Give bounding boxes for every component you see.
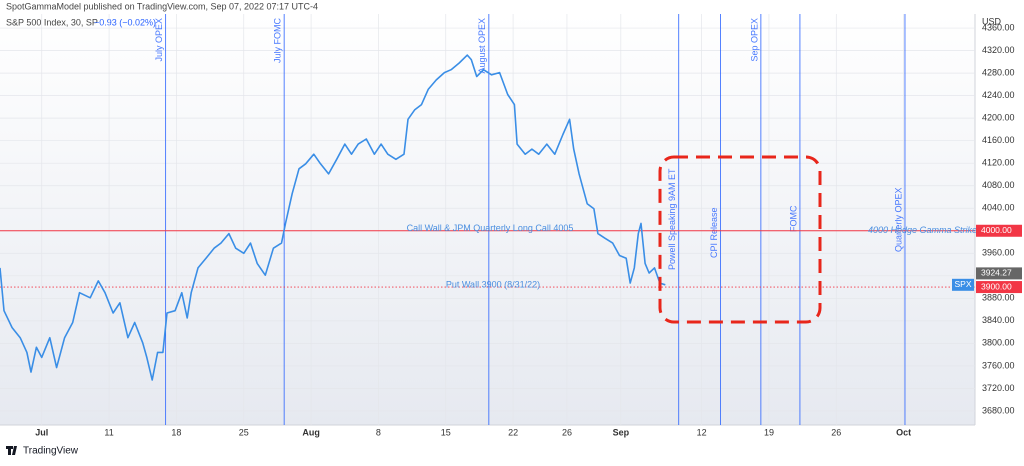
y-tick-label: 3880.00 bbox=[982, 293, 1015, 303]
y-tick-label: 4080.00 bbox=[982, 180, 1015, 190]
x-tick-label: 26 bbox=[831, 427, 841, 437]
footer: TradingView bbox=[6, 446, 79, 457]
y-tick-label: 4240.00 bbox=[982, 90, 1015, 100]
y-tick-label: 3760.00 bbox=[982, 360, 1015, 370]
y-tick-label: 3840.00 bbox=[982, 315, 1015, 325]
y-tick-label: 4360.00 bbox=[982, 22, 1015, 32]
y-tick-label: 4320.00 bbox=[982, 45, 1015, 55]
price-tag-label: 4000.00 bbox=[981, 225, 1012, 235]
price-tag-label: 3900.00 bbox=[981, 281, 1012, 291]
currency-label: USD bbox=[982, 16, 1002, 26]
plot-background bbox=[0, 14, 975, 425]
x-tick-label: Oct bbox=[896, 427, 911, 437]
x-tick-label: 12 bbox=[697, 427, 707, 437]
x-tick-label: 15 bbox=[441, 427, 451, 437]
y-tick-label: 4160.00 bbox=[982, 135, 1015, 145]
marker-tag-label: 3924.27 bbox=[981, 268, 1012, 278]
level-label: Call Wall & JPM Quarterly Long Call 4005 bbox=[407, 223, 574, 233]
event-label: July FOMC bbox=[273, 17, 283, 63]
y-tick-label: 4200.00 bbox=[982, 113, 1015, 123]
publisher-title: SpotGammaModel published on TradingView.… bbox=[6, 1, 318, 11]
tradingview-logo bbox=[6, 446, 17, 455]
y-tick-label: 3720.00 bbox=[982, 383, 1015, 393]
x-tick-label: Jul bbox=[35, 427, 48, 437]
x-tick-label: 25 bbox=[239, 427, 249, 437]
level-side-label: 4000 Hedge Gamma Strike bbox=[868, 225, 977, 235]
x-tick-label: 18 bbox=[171, 427, 181, 437]
symbol-tag-label: SPX bbox=[954, 279, 971, 289]
event-label: CPI Release bbox=[709, 207, 719, 258]
event-label: FOMC bbox=[788, 205, 798, 232]
y-tick-label: 4280.00 bbox=[982, 67, 1015, 77]
y-tick-label: 4120.00 bbox=[982, 158, 1015, 168]
price-change: −0.93 (−0.02%) bbox=[94, 17, 156, 27]
x-tick-label: 11 bbox=[104, 427, 113, 437]
y-tick-label: 3680.00 bbox=[982, 405, 1015, 415]
event-label: July OPEX bbox=[154, 18, 164, 62]
event-label: Sep OPEX bbox=[749, 18, 759, 62]
x-tick-label: 19 bbox=[764, 427, 774, 437]
price-tag bbox=[976, 281, 1022, 294]
event-label: August OPEX bbox=[477, 18, 487, 74]
marker-tag bbox=[976, 267, 1022, 280]
symbol-tag bbox=[952, 278, 974, 291]
event-label: Quarterly OPEX bbox=[893, 187, 903, 252]
price-line bbox=[0, 54, 666, 381]
x-tick-label: Sep bbox=[613, 427, 630, 437]
x-tick-label: 26 bbox=[562, 427, 572, 437]
x-tick-label: Aug bbox=[302, 427, 320, 437]
x-tick-label: 22 bbox=[508, 427, 518, 437]
price-tag bbox=[976, 224, 1022, 237]
y-tick-label: 3960.00 bbox=[982, 248, 1015, 258]
footer-text: TradingView bbox=[23, 446, 79, 457]
y-tick-label: 4040.00 bbox=[982, 203, 1015, 213]
y-tick-label: 3800.00 bbox=[982, 338, 1015, 348]
x-tick-label: 8 bbox=[376, 427, 381, 437]
symbol-info: S&P 500 Index, 30, SP bbox=[6, 17, 98, 27]
event-label: Powell Speaking 9AM ET bbox=[667, 168, 677, 270]
level-label: Put Wall 3900 (8/31/22) bbox=[446, 279, 540, 289]
annotation-box bbox=[658, 155, 822, 324]
